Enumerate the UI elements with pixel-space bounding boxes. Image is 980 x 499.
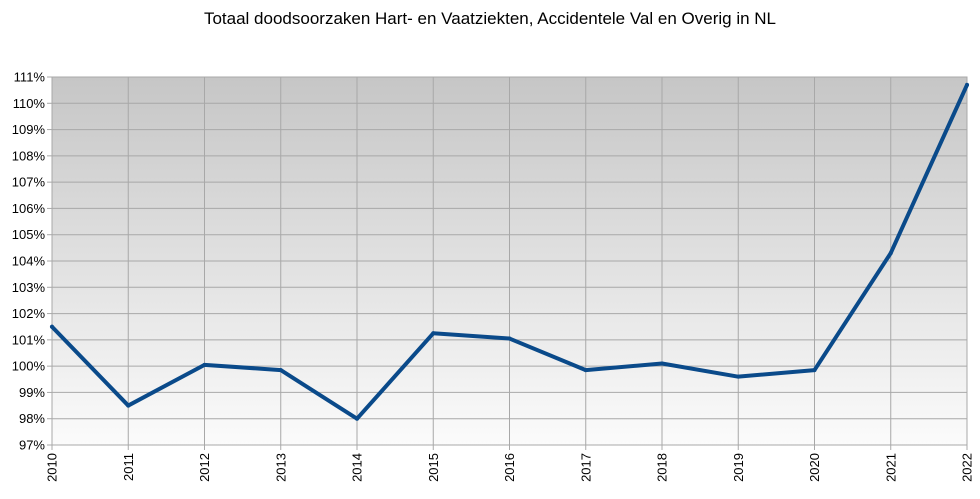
y-tick-label: 99%: [19, 385, 45, 400]
axes: [47, 76, 968, 450]
y-tick-label: 97%: [19, 438, 45, 453]
data-point: [355, 416, 359, 421]
series-layer: [50, 82, 969, 421]
x-tick-label: 2021: [883, 453, 898, 482]
data-point: [126, 403, 131, 408]
y-tick-label: 107%: [12, 175, 46, 190]
y-tick-label: 98%: [19, 411, 45, 426]
x-tick-label: 2018: [655, 453, 670, 482]
y-tick-label: 105%: [12, 227, 46, 242]
y-tick-label: 104%: [12, 254, 46, 269]
plot-border: [51, 76, 968, 446]
data-point: [50, 324, 54, 329]
chart-title: Totaal doodsoorzaken Hart- en Vaatziekte…: [203, 9, 777, 28]
data-point: [660, 361, 664, 366]
data-point: [888, 251, 893, 256]
y-axis-tick-labels: 97% 98% 99% 100% 101% 102% 103% 104% 105% 106% 107…: [12, 70, 46, 453]
x-tick-label: 2010: [45, 453, 60, 482]
y-tick-label: 102%: [12, 306, 46, 321]
x-tick-label: 2013: [273, 453, 288, 482]
data-point: [583, 368, 588, 373]
x-tick-label: 2014: [350, 453, 365, 482]
data-point: [507, 336, 512, 341]
data-point: [736, 374, 741, 379]
y-tick-label: 108%: [12, 148, 46, 163]
y-tick-label: 103%: [12, 280, 46, 295]
y-tick-label: 100%: [12, 359, 46, 374]
y-tick-label: 106%: [12, 201, 46, 216]
x-axis-tick-labels: 2010 2011 2012 2013 2014 2015 2016 2017 2018 2019…: [45, 453, 975, 482]
x-tick-label: 2019: [731, 453, 746, 482]
y-tick-label: 110%: [13, 96, 46, 111]
data-point: [278, 368, 283, 373]
x-tick-label: 2022: [960, 453, 975, 482]
x-tick-label: 2016: [502, 453, 517, 482]
y-tick-label: 111%: [14, 70, 46, 85]
data-point: [202, 362, 207, 367]
x-tick-label: 2012: [197, 453, 212, 482]
x-tick-label: 2017: [578, 453, 593, 482]
x-tick-label: 2011: [121, 453, 136, 481]
data-point: [812, 368, 817, 373]
y-tick-label: 109%: [12, 122, 46, 137]
x-tick-label: 2015: [426, 453, 441, 482]
x-tick-label: 2020: [807, 453, 822, 482]
y-tick-label: 101%: [12, 332, 46, 347]
data-point: [965, 82, 969, 87]
data-point: [431, 331, 436, 336]
